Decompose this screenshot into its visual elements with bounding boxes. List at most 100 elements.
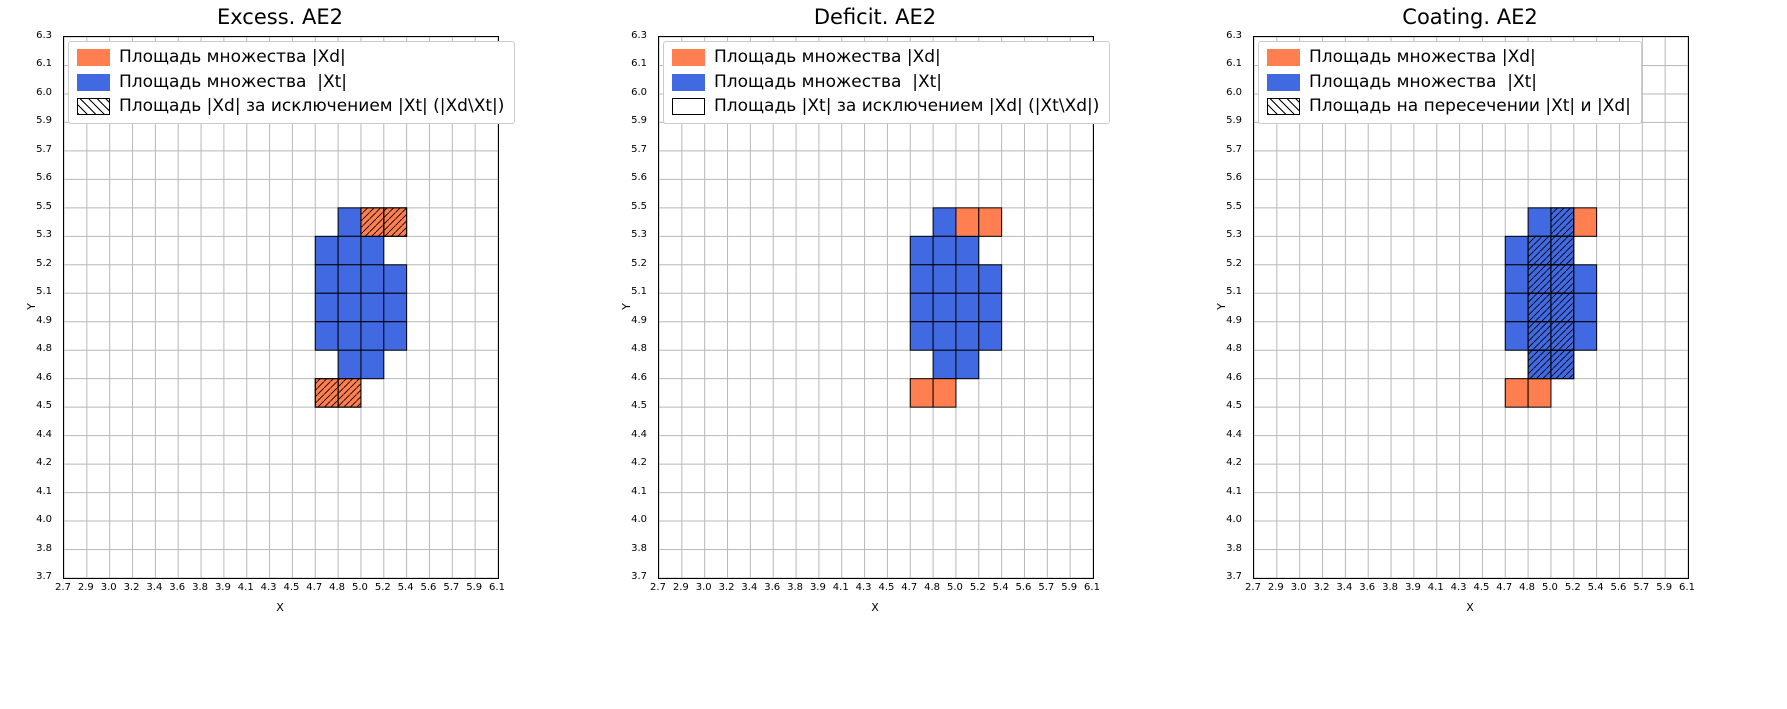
x-tick-label: 5.7	[1633, 582, 1650, 593]
y-tick-label: 5.5	[631, 200, 647, 212]
subplot-title: Deficit. AE2	[813, 5, 937, 29]
y-tick-label: 4.5	[631, 400, 647, 412]
y-tick-label: 6.1	[1226, 58, 1242, 70]
x-tick-label: 4.7	[306, 582, 323, 593]
x-tick-label: 3.9	[214, 582, 231, 593]
legend-label: Площадь множества |Xd|	[714, 47, 941, 67]
x-tick-label: 2.9	[672, 582, 689, 593]
x-tick-label: 5.6	[1610, 582, 1627, 593]
legend-item: Площадь |Xd| за исключением |Xt| (|Xd\Xt…	[77, 97, 504, 117]
legend-label: Площадь множества |Xd|	[119, 47, 346, 67]
y-axis-ticks: 6.3 6.1 6.0 5.9 5.7 5.6 5.5 5.3 5.2 5.1 4.9 4.8 4.6 4…	[1190, 31, 1248, 582]
x-tick-label: 5.2	[1564, 582, 1581, 593]
y-tick-label: 6.0	[1226, 86, 1242, 98]
x-tick-label: 5.4	[992, 582, 1009, 593]
legend-swatch-hatch	[1267, 98, 1300, 116]
y-tick-label: 5.5	[36, 200, 52, 212]
y-tick-label: 4.2	[1226, 457, 1242, 469]
legend-label: Площадь |Xt| за исключением |Xd| (|Xt\Xd…	[714, 96, 1100, 117]
legend-swatch-empty	[672, 98, 705, 116]
y-tick-label: 3.7	[1226, 571, 1242, 582]
y-tick-label: 4.2	[36, 457, 52, 469]
x-axis-ticks: 2.7 2.9 3.0 3.2 3.4 3.6 3.8 3.9 4.1 4.3 4.5 4.7 4.8 5…	[55, 582, 505, 597]
y-tick-label: 4.8	[36, 343, 52, 355]
subplot-title: Coating. AE2	[1402, 5, 1538, 29]
y-tick-label: 6.1	[631, 58, 647, 70]
subplot-title: Excess. AE2	[216, 5, 344, 29]
subplot-deficit: Deficit. AE2 Y 6.3 6.1 6.0 5.9 5.7 5.6 5.5 5.3 5…	[595, 0, 1190, 709]
x-tick-label: 4.7	[901, 582, 918, 593]
x-tick-label: 3.8	[1382, 582, 1398, 593]
y-tick-label: 4.2	[631, 457, 647, 469]
legend-item: Площадь множества |Xd|	[1267, 47, 1631, 68]
x-tick-label: 3.6	[764, 582, 781, 593]
y-tick-label: 6.1	[36, 58, 52, 70]
x-tick-label: 4.1	[237, 582, 254, 593]
legend-item: Площадь множества |Xd|	[77, 47, 504, 68]
x-tick-label: 3.2	[718, 582, 735, 593]
x-tick-label: 5.7	[1038, 582, 1055, 593]
y-tick-label: 5.6	[631, 172, 647, 184]
y-tick-label: 4.1	[631, 485, 647, 497]
y-tick-label: 5.3	[1226, 229, 1242, 241]
y-tick-label: 6.0	[36, 86, 52, 98]
x-tick-label: 3.9	[809, 582, 826, 593]
x-tick-label: 5.0	[946, 582, 963, 593]
y-tick-label: 4.5	[36, 400, 52, 412]
y-tick-label: 4.6	[631, 371, 647, 383]
y-tick-label: 4.4	[631, 428, 647, 440]
y-axis-ticks: 6.3 6.1 6.0 5.9 5.7 5.6 5.5 5.3 5.2 5.1 4.9 4.8 4.6 4…	[0, 31, 58, 582]
y-tick-label: 5.3	[631, 229, 647, 241]
y-tick-label: 4.9	[1226, 314, 1242, 326]
y-tick-label: 5.2	[36, 257, 52, 269]
y-tick-label: 4.1	[1226, 485, 1242, 497]
y-tick-label: 5.9	[1226, 115, 1242, 127]
plot-area: Площадь множества |Xd| Площадь множества …	[658, 36, 1111, 579]
x-tick-label: 5.0	[351, 582, 368, 593]
legend-swatch-orange	[672, 49, 705, 67]
y-tick-label: 5.5	[1226, 200, 1242, 212]
x-tick-label: 4.1	[1427, 582, 1444, 593]
x-tick-label: 4.7	[1496, 582, 1513, 593]
x-tick-label: 5.0	[1541, 582, 1558, 593]
y-tick-label: 5.9	[36, 115, 52, 127]
x-axis-ticks: 2.7 2.9 3.0 3.2 3.4 3.6 3.8 3.9 4.1 4.3 4.5 4.7 4.8 5…	[1245, 582, 1695, 597]
x-tick-label: 5.2	[374, 582, 391, 593]
y-tick-label: 4.9	[631, 314, 647, 326]
x-tick-label: 3.2	[1313, 582, 1330, 593]
x-tick-label: 5.9	[466, 582, 483, 593]
x-tick-label: 5.9	[1061, 582, 1078, 593]
y-tick-label: 4.6	[36, 371, 52, 383]
y-tick-label: 3.7	[631, 571, 647, 582]
y-tick-label: 5.7	[1226, 143, 1242, 155]
legend-swatch-hatch	[77, 98, 110, 116]
x-tick-label: 5.6	[420, 582, 437, 593]
x-tick-label: 3.4	[1336, 582, 1353, 593]
y-tick-label: 5.2	[631, 257, 647, 269]
x-tick-label: 5.2	[969, 582, 986, 593]
x-tick-label: 3.2	[123, 582, 140, 593]
legend-label: Площадь множества |Xt|	[714, 71, 943, 92]
x-tick-label: 5.4	[1587, 582, 1604, 593]
legend-item: Площадь множества |Xt|	[1267, 72, 1631, 93]
x-tick-label: 6.1	[489, 582, 505, 593]
y-tick-label: 3.8	[631, 542, 647, 554]
y-tick-label: 4.8	[631, 343, 647, 355]
x-tick-label: 5.4	[397, 582, 414, 593]
x-tick-label: 3.4	[146, 582, 163, 593]
y-tick-label: 5.6	[1226, 172, 1242, 184]
y-tick-label: 5.1	[1226, 286, 1242, 298]
legend-label: Площадь |Xd| за исключением |Xt| (|Xd\Xt…	[119, 96, 505, 117]
x-tick-label: 3.0	[1290, 582, 1307, 593]
subplot-excess: Excess. AE2 Y 6.3 6.1 6.0 5.9 5.7 5.6 5.5 5.3 5.…	[0, 0, 595, 709]
y-tick-label: 4.5	[1226, 400, 1242, 412]
legend-label: Площадь множества |Xt|	[119, 71, 348, 92]
legend-swatch-blue	[1267, 73, 1300, 91]
y-tick-label: 5.7	[36, 143, 52, 155]
x-tick-label: 2.9	[77, 582, 94, 593]
legend-swatch-blue	[77, 73, 110, 91]
legend: Площадь множества |Xd| Площадь множества …	[68, 41, 516, 124]
x-tick-label: 4.5	[283, 582, 300, 593]
y-tick-label: 6.0	[631, 86, 647, 98]
